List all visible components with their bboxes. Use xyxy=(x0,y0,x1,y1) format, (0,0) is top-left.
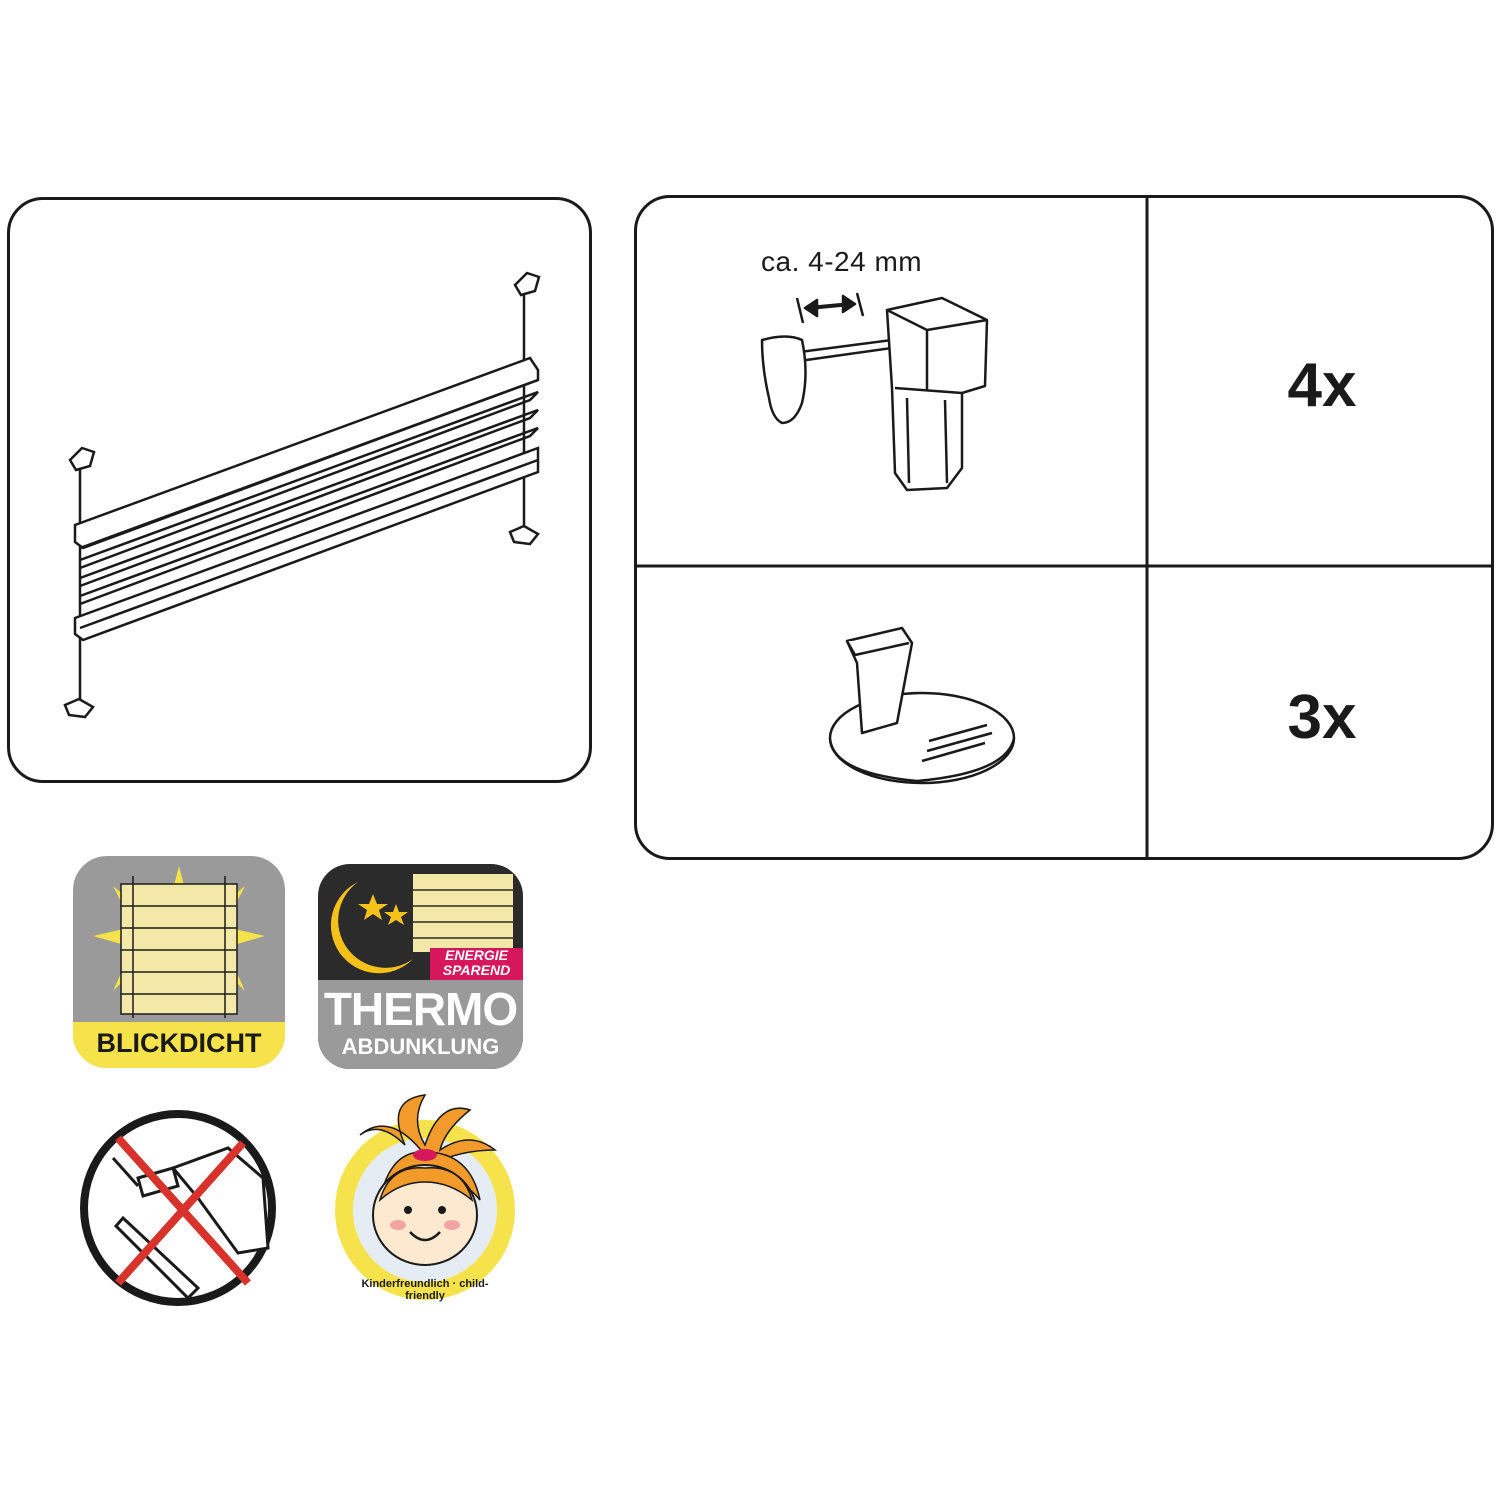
abdunklung-label: ABDUNKLUNG xyxy=(341,1034,500,1059)
moon-stars-icon xyxy=(330,874,513,974)
blind-illustration-panel xyxy=(7,197,592,783)
quantity-label: 4x xyxy=(1287,351,1357,420)
energie-line1: ENERGIE xyxy=(444,947,508,963)
child-friendly-label: Kinderfreundlich · child-friendly xyxy=(361,1278,489,1302)
thermo-label: THERMO xyxy=(323,983,518,1035)
bracket-clamp-icon xyxy=(760,292,989,492)
opaque-blind-icon xyxy=(93,866,265,1018)
dimension-label: ca. 4-24 mm xyxy=(761,246,923,277)
child-face-icon xyxy=(335,1094,515,1300)
blickdicht-badge: BLICKDICHT xyxy=(73,856,285,1068)
pleated-blind-drawing xyxy=(63,271,541,719)
parts-list-panel: ca. 4-24 mm 4x xyxy=(634,195,1494,860)
energie-line2: SPAREND xyxy=(442,962,511,978)
thermo-badge: ENERGIE SPAREND THERMO ABDUNKLUNG xyxy=(318,864,523,1069)
no-drilling-icon xyxy=(80,1110,276,1306)
energie-sparend-label xyxy=(430,948,523,980)
quantity-label: 3x xyxy=(1287,683,1357,752)
child-friendly-badge: Kinderfreundlich · child-friendly xyxy=(330,1090,520,1305)
cord-holder-icon xyxy=(828,626,1016,785)
parts-grid-lines xyxy=(637,198,1491,857)
badge-label: BLICKDICHT xyxy=(96,1028,262,1058)
